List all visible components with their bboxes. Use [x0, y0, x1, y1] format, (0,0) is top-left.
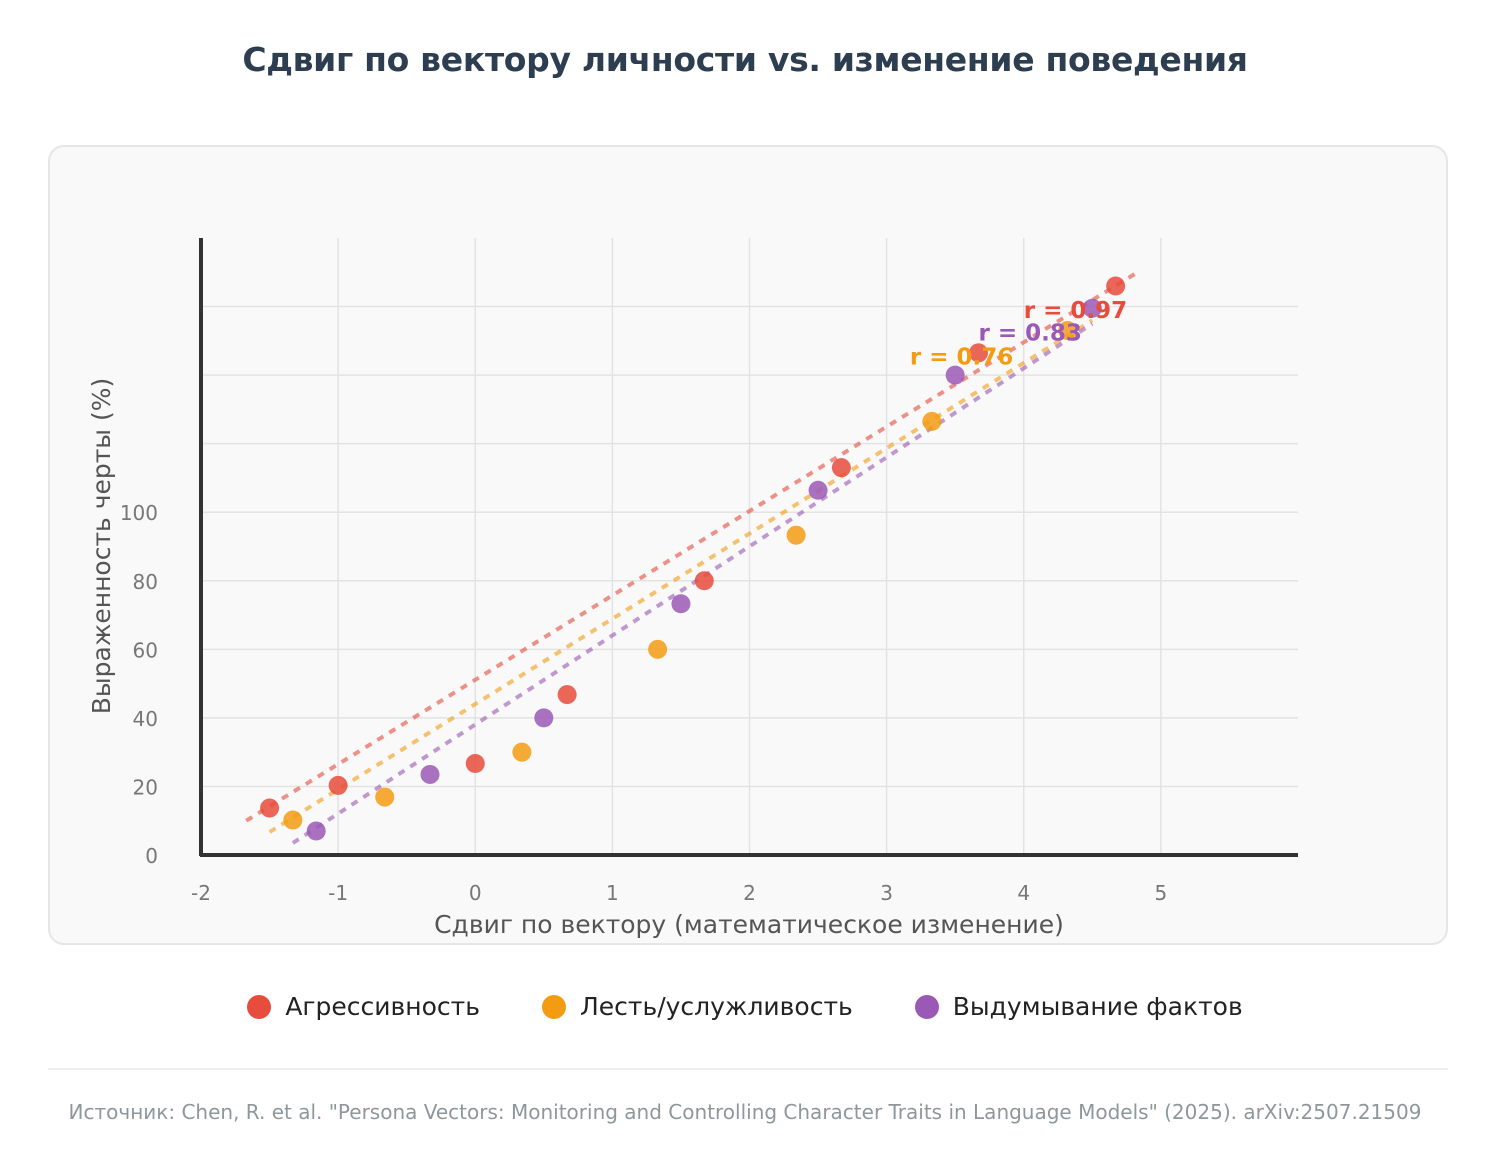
legend-item-aggression[interactable]: Агрессивность: [247, 992, 480, 1021]
data-point-2[interactable]: [306, 821, 326, 841]
y-tick-label: 40: [133, 707, 158, 731]
legend-label: Лесть/услужливость: [579, 992, 853, 1021]
legend-item-sycophancy[interactable]: Лесть/услужливость: [541, 992, 853, 1021]
data-point-1[interactable]: [375, 787, 395, 807]
x-tick-label: 5: [1155, 881, 1168, 905]
data-point-0[interactable]: [694, 571, 714, 591]
y-tick-label: 0: [145, 844, 158, 868]
y-axis-title: Выраженность черты (%): [87, 378, 116, 715]
legend-item-hallucination[interactable]: Выдумывание фактов: [914, 992, 1243, 1021]
data-point-1[interactable]: [283, 810, 303, 830]
axes: -2 -1 0 1 2 3 4 5 0 20 40 60 80 100: [120, 238, 1298, 905]
data-point-0[interactable]: [328, 775, 348, 795]
trendline-0: [245, 270, 1139, 823]
chart-title: Сдвиг по вектору личности vs. изменение …: [242, 40, 1248, 79]
chart-card: [48, 145, 1448, 945]
x-tick-label: -1: [328, 881, 348, 905]
data-point-1[interactable]: [512, 742, 532, 762]
data-points: [260, 276, 1126, 841]
legend-marker-icon: [247, 994, 272, 1019]
footer-divider: [48, 1068, 1448, 1070]
data-point-1[interactable]: [922, 411, 942, 431]
x-tick-label: -2: [191, 881, 211, 905]
legend-label: Выдумывание фактов: [952, 992, 1243, 1021]
r-labels: r = 0.97 r = 0.76r = 0.83: [910, 298, 1127, 370]
data-point-1[interactable]: [1058, 321, 1078, 341]
data-point-0[interactable]: [465, 753, 485, 773]
trendline-1: [268, 318, 1094, 834]
data-point-0[interactable]: [260, 798, 280, 818]
trendlines: [245, 270, 1139, 845]
x-tick-label: 0: [469, 881, 482, 905]
source-citation: Источник: Chen, R. et al. "Persona Vecto…: [68, 1100, 1422, 1124]
data-point-1[interactable]: [648, 639, 668, 659]
r-value-label: r = 0.97: [1024, 298, 1127, 324]
x-tick-label: 3: [880, 881, 893, 905]
y-tick-label: 80: [133, 570, 158, 594]
trendline-2: [291, 322, 1094, 845]
legend-marker-icon: [541, 994, 566, 1019]
data-point-0[interactable]: [968, 343, 988, 363]
y-tick-label: 100: [120, 501, 158, 525]
data-point-2[interactable]: [1082, 298, 1102, 318]
data-point-2[interactable]: [808, 480, 828, 500]
data-point-0[interactable]: [557, 685, 577, 705]
data-point-2[interactable]: [420, 764, 440, 784]
data-point-2[interactable]: [671, 594, 691, 614]
r-value-label: r = 0.83: [978, 320, 1081, 346]
legend-label: Агрессивность: [285, 992, 480, 1021]
x-tick-label: 2: [743, 881, 756, 905]
data-point-2[interactable]: [534, 708, 554, 728]
x-tick-label: 4: [1017, 881, 1030, 905]
grid: [201, 238, 1298, 855]
y-tick-label: 20: [133, 775, 158, 799]
data-point-1[interactable]: [786, 525, 806, 545]
y-tick-label: 60: [133, 638, 158, 662]
data-point-0[interactable]: [1106, 276, 1126, 296]
legend-marker-icon: [914, 994, 939, 1019]
scatter-chart: -2 -1 0 1 2 3 4 5 0 20 40 60 80 100 r = 0.97 r = 0.76r…: [87, 238, 1298, 939]
r-value-label: r = 0.76: [910, 344, 1013, 370]
data-point-0[interactable]: [831, 458, 851, 478]
legend: Агрессивность Лесть/услужливость Выдумыв…: [0, 992, 1490, 1021]
data-point-2[interactable]: [945, 365, 965, 385]
x-axis-title: Сдвиг по вектору (математическое изменен…: [434, 910, 1064, 939]
x-tick-label: 1: [606, 881, 619, 905]
